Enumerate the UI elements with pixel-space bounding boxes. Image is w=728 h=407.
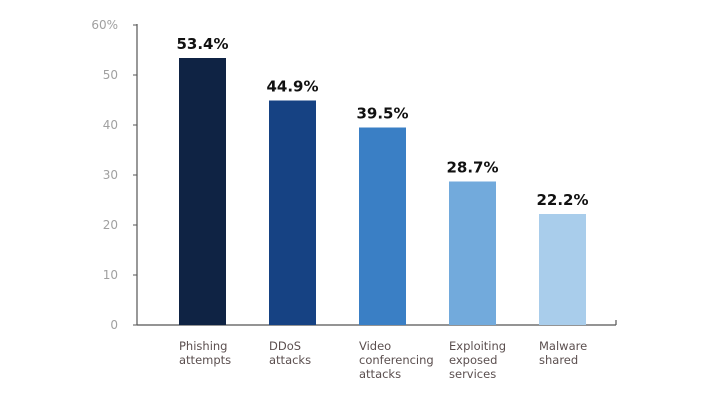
value-label: 39.5% <box>356 105 408 123</box>
y-tick-label: 40 <box>103 118 118 132</box>
category-label: DDoS attacks <box>269 339 311 367</box>
value-label: 53.4% <box>176 35 228 53</box>
category-label: Exploiting exposed services <box>449 339 506 381</box>
bar <box>269 100 316 325</box>
category-label: Video conferencing attacks <box>359 339 434 381</box>
category-label-line: exposed <box>449 353 497 367</box>
y-tick-label: 20 <box>103 218 118 232</box>
bar <box>179 58 226 325</box>
category-label-line: Exploiting <box>449 339 506 353</box>
axes: 0 10 20 30 40 50 60% <box>91 18 617 332</box>
y-tick-label: 50 <box>103 68 118 82</box>
y-tick-label: 60% <box>91 18 118 32</box>
category-label-line: DDoS <box>269 339 301 353</box>
category-label-line: shared <box>539 353 578 367</box>
value-label: 28.7% <box>446 159 498 177</box>
category-label-line: attacks <box>359 367 401 381</box>
y-tick-label: 0 <box>110 318 118 332</box>
category-label-line: conferencing <box>359 353 434 367</box>
category-label-line: Video <box>359 339 391 353</box>
category-label-line: Phishing <box>179 339 227 353</box>
category-label: Malware shared <box>539 339 587 367</box>
category-label-line: attacks <box>269 353 311 367</box>
bar <box>359 127 406 325</box>
y-tick-label: 30 <box>103 168 118 182</box>
bar <box>539 214 586 325</box>
bar <box>449 181 496 325</box>
value-label: 44.9% <box>266 78 318 96</box>
category-label: Phishing attempts <box>179 339 231 367</box>
category-label-line: services <box>449 367 496 381</box>
y-tick-label: 10 <box>103 268 118 282</box>
category-label-line: Malware <box>539 339 587 353</box>
category-label-line: attempts <box>179 353 231 367</box>
value-label: 22.2% <box>536 191 588 209</box>
